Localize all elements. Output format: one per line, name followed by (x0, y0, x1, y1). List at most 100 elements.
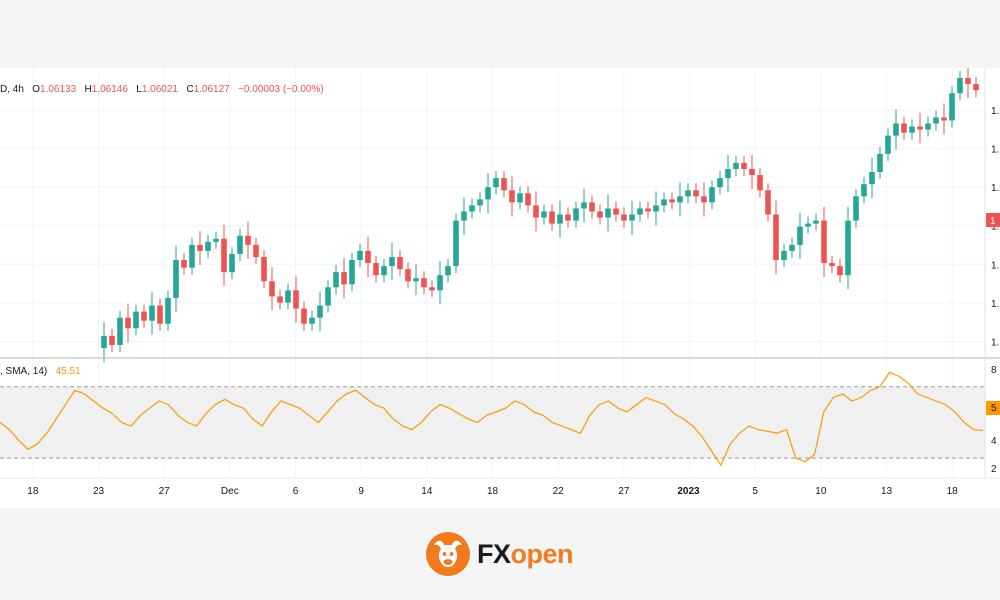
ohlc-legend: D, 4h O1.06133 H1.06146 L1.06021 C1.0612… (0, 84, 324, 95)
bull-icon (426, 532, 470, 576)
candle-body (381, 266, 387, 276)
rsi-tick-label: 2 (991, 464, 997, 475)
logo-fx: FX (477, 538, 511, 569)
candle-body (397, 256, 403, 270)
date-tick-label: 2023 (677, 486, 700, 497)
candle-body (333, 272, 339, 288)
candle-body (365, 250, 371, 264)
candle-body (413, 278, 419, 282)
date-tick-label: 23 (93, 486, 105, 497)
candle-body (925, 123, 931, 130)
rsi-tick-label: 8 (991, 365, 997, 376)
fxopen-logo: FXopen (425, 531, 574, 577)
current-price-tag (986, 213, 1000, 227)
candle-body (197, 244, 203, 251)
candle-body (653, 205, 659, 212)
logo-wordmark: FXopen (477, 538, 574, 570)
candle-body (325, 287, 331, 306)
candle-body (525, 193, 531, 206)
candle-body (645, 208, 651, 212)
price-tick-label: 1. (991, 222, 999, 233)
candle-body (157, 305, 163, 324)
symbol-timeframe: D, 4h (0, 84, 24, 95)
candle-body (261, 256, 267, 282)
candle-body (237, 235, 243, 254)
date-tick-label: 9 (358, 486, 364, 497)
candle-body (429, 287, 435, 291)
candle-body (853, 196, 859, 221)
candle-body (309, 317, 315, 324)
candle-body (685, 190, 691, 197)
candle-body (477, 199, 483, 206)
candle-body (773, 214, 779, 261)
candle-body (949, 93, 955, 121)
candle-body (485, 187, 491, 200)
candle-body (661, 199, 667, 206)
low-value: 1.06021 (141, 84, 178, 95)
candle-body (957, 78, 963, 94)
candle-body (125, 317, 131, 329)
current-price-label: 1 (990, 216, 996, 227)
candle-body (781, 250, 787, 261)
candle-body (509, 190, 515, 203)
rsi-band (0, 386, 985, 459)
candle-body (301, 308, 307, 324)
candle-body (813, 220, 819, 224)
candle-body (749, 169, 755, 176)
candle-body (805, 223, 811, 227)
rsi-value: 45.51 (55, 366, 81, 377)
candle-body (693, 190, 699, 197)
candle-body (141, 311, 147, 321)
candle-body (181, 260, 187, 268)
candle-body (149, 305, 155, 321)
candle-body (357, 250, 363, 261)
candle-body (437, 275, 443, 291)
candle-body (493, 178, 499, 188)
candle-body (501, 178, 507, 191)
date-tick-label: 18 (487, 486, 499, 497)
candle-body (573, 208, 579, 221)
open-label: O (32, 84, 41, 95)
candle-body (877, 153, 883, 173)
candle-body (373, 263, 379, 276)
rsi-value-tag (986, 401, 1000, 415)
candle-body (901, 123, 907, 133)
candle-body (277, 296, 283, 303)
candle-body (389, 256, 395, 267)
candle-body (317, 305, 323, 318)
candle-body (637, 208, 643, 215)
candle-body (213, 238, 219, 242)
candle-body (917, 126, 923, 130)
chart-panel[interactable]: 1. 1. 1. 1. 1. 1. 1. 1 8 5 4 2 18 23 27 Dec 6 9 14 18 22 27 20… (0, 68, 1000, 508)
candle-body (453, 220, 459, 267)
candle-body (549, 211, 555, 224)
candle-body (165, 297, 171, 324)
candle-body (565, 214, 571, 221)
candle-body (613, 208, 619, 215)
candle-body (269, 281, 275, 297)
candle-body (285, 290, 291, 303)
candle-body (885, 135, 891, 154)
date-tick-label: 18 (27, 486, 39, 497)
candle-body (893, 123, 899, 136)
price-tick-label: 1. (991, 145, 999, 156)
candle-body (789, 244, 795, 251)
candle-body (909, 126, 915, 133)
candle-body (597, 211, 603, 218)
candle-body (581, 202, 587, 209)
rsi-tick-label: 4 (991, 436, 997, 447)
candle-body (941, 117, 947, 121)
candle-body (341, 272, 347, 285)
candle-body (445, 266, 451, 276)
date-tick-label: 18 (947, 486, 959, 497)
candle-body (469, 205, 475, 212)
open-value: 1.06133 (40, 84, 77, 95)
close-label: C (186, 84, 194, 95)
high-value: 1.06146 (91, 84, 128, 95)
candle-body (701, 196, 707, 203)
date-tick-label: 22 (553, 486, 565, 497)
candle-body (117, 317, 123, 345)
candle-body (757, 175, 763, 191)
